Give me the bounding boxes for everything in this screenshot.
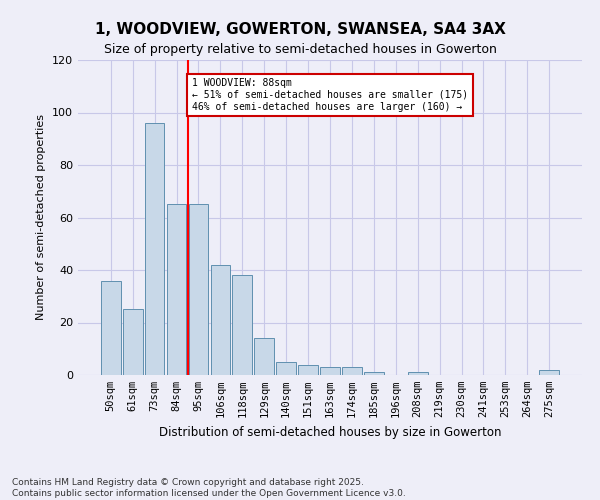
Text: 1 WOODVIEW: 88sqm
← 51% of semi-detached houses are smaller (175)
46% of semi-de: 1 WOODVIEW: 88sqm ← 51% of semi-detached…: [192, 78, 468, 112]
Bar: [188, 204, 208, 375]
Bar: [167, 204, 187, 375]
Bar: [145, 123, 164, 375]
X-axis label: Distribution of semi-detached houses by size in Gowerton: Distribution of semi-detached houses by …: [159, 426, 501, 438]
Text: Contains HM Land Registry data © Crown copyright and database right 2025.
Contai: Contains HM Land Registry data © Crown c…: [12, 478, 406, 498]
Y-axis label: Number of semi-detached properties: Number of semi-detached properties: [37, 114, 46, 320]
Bar: [211, 265, 230, 375]
Bar: [320, 367, 340, 375]
Bar: [123, 310, 143, 375]
Bar: [276, 362, 296, 375]
Text: Size of property relative to semi-detached houses in Gowerton: Size of property relative to semi-detach…: [104, 42, 496, 56]
Bar: [232, 275, 252, 375]
Text: 1, WOODVIEW, GOWERTON, SWANSEA, SA4 3AX: 1, WOODVIEW, GOWERTON, SWANSEA, SA4 3AX: [95, 22, 505, 38]
Bar: [364, 372, 384, 375]
Bar: [298, 364, 318, 375]
Bar: [101, 280, 121, 375]
Bar: [254, 338, 274, 375]
Bar: [408, 372, 428, 375]
Bar: [342, 367, 362, 375]
Bar: [539, 370, 559, 375]
